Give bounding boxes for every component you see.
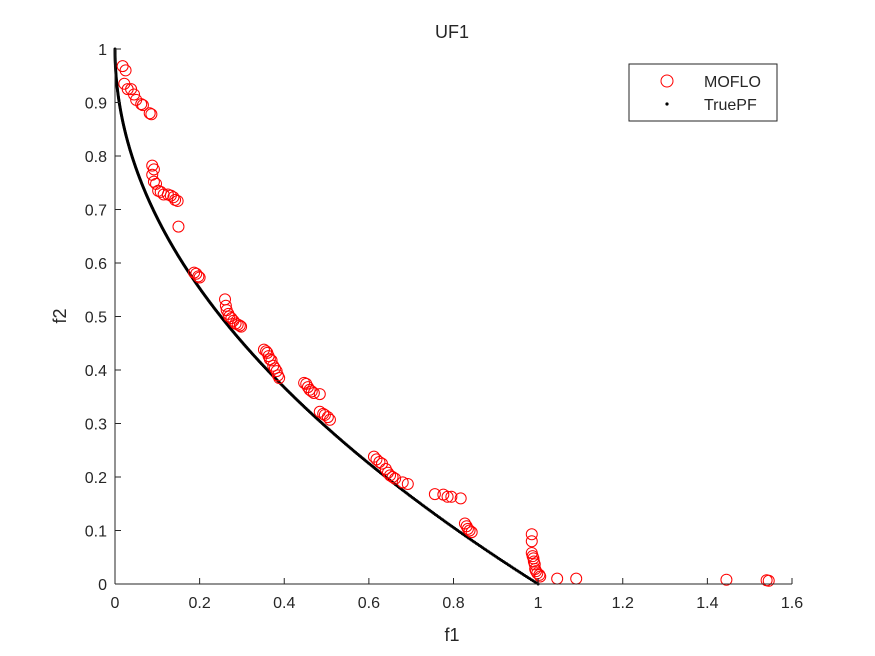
moflo-point: [381, 466, 394, 479]
moflo-point: [528, 558, 541, 571]
moflo-point: [401, 477, 414, 490]
y-tick-label: 1: [98, 42, 107, 59]
moflo-point: [273, 372, 286, 385]
moflo-point: [233, 319, 246, 332]
moflo-point: [147, 163, 160, 176]
x-tick-label: 0.2: [189, 595, 211, 612]
moflo-point: [525, 535, 538, 548]
moflo-point: [323, 413, 336, 426]
moflo-point: [465, 526, 478, 539]
x-tick-label: 0.8: [442, 595, 464, 612]
moflo-point: [193, 271, 206, 284]
moflo-point: [531, 567, 544, 580]
y-tick-label: 0.4: [85, 363, 107, 380]
x-axis-ticks: 0 0.2 0.4 0.6 0.8 1 1.2 1.4 1.6: [111, 578, 803, 612]
moflo-point: [389, 472, 402, 485]
moflo-point: [313, 388, 326, 401]
truepf-series: [113, 47, 540, 586]
legend-moflo-label: MOFLO: [704, 74, 761, 91]
plot-area: 0 0.2 0.4 0.6 0.8 1 1.2 1.4 1.6 0 0.1 0.2 0.3 0.4 0.5…: [85, 42, 803, 612]
moflo-point: [303, 383, 316, 396]
moflo-point: [135, 98, 148, 111]
moflo-point: [321, 411, 334, 424]
y-tick-label: 0.9: [85, 96, 107, 113]
y-axis-ticks: 0 0.1 0.2 0.3 0.4 0.5 0.6 0.7 0.8 0.9 1: [85, 42, 121, 594]
moflo-point: [128, 88, 141, 101]
moflo-point: [227, 314, 240, 327]
moflo-point: [231, 318, 244, 331]
chart-title: UF1: [435, 22, 469, 42]
moflo-series: [116, 60, 775, 587]
moflo-point: [145, 108, 158, 121]
moflo-point: [263, 353, 276, 366]
moflo-point: [454, 492, 467, 505]
legend-box: [628, 63, 778, 122]
moflo-point: [428, 488, 441, 501]
moflo-point: [223, 310, 236, 323]
moflo-point: [167, 191, 180, 204]
axes-box: [115, 49, 792, 584]
y-tick-label: 0.8: [85, 149, 107, 166]
moflo-point: [265, 354, 278, 367]
moflo-point: [171, 194, 184, 207]
x-tick-label: 1.6: [781, 595, 803, 612]
x-tick-label: 1: [534, 595, 543, 612]
moflo-point: [116, 60, 129, 73]
moflo-point: [386, 471, 399, 483]
x-tick-label: 0.6: [358, 595, 380, 612]
moflo-point: [307, 387, 320, 399]
y-tick-label: 0.3: [85, 417, 107, 434]
legend-truepf-label: TruePF: [704, 97, 757, 114]
x-tick-label: 1.2: [612, 595, 634, 612]
moflo-point: [190, 267, 203, 280]
legend-truepf-marker: [665, 102, 669, 106]
y-tick-label: 0.5: [85, 310, 107, 327]
y-axis-label: f2: [50, 308, 70, 323]
moflo-point: [525, 528, 538, 541]
moflo-point: [762, 574, 775, 587]
moflo-point: [219, 299, 232, 312]
moflo-point: [172, 220, 185, 233]
x-tick-label: 0.4: [273, 595, 295, 612]
moflo-point: [533, 568, 546, 581]
moflo-point: [235, 320, 248, 333]
x-tick-label: 1.4: [696, 595, 718, 612]
moflo-point: [157, 188, 170, 201]
y-tick-label: 0: [98, 577, 107, 594]
moflo-point: [257, 343, 270, 356]
moflo-point: [720, 573, 733, 586]
moflo-point: [461, 522, 474, 535]
moflo-point: [373, 456, 386, 469]
x-axis-label: f1: [444, 625, 459, 645]
moflo-point: [270, 365, 283, 378]
moflo-point: [396, 476, 409, 489]
x-tick-label: 0: [111, 595, 120, 612]
moflo-point: [136, 99, 149, 112]
y-tick-label: 0.2: [85, 470, 107, 487]
moflo-point: [305, 385, 318, 398]
y-tick-label: 0.1: [85, 524, 107, 541]
moflo-point: [534, 570, 547, 583]
moflo-point: [192, 270, 205, 283]
moflo-point: [119, 64, 132, 77]
moflo-point: [441, 490, 454, 503]
y-tick-label: 0.6: [85, 256, 107, 273]
moflo-point: [271, 369, 284, 382]
y-tick-label: 0.7: [85, 203, 107, 220]
moflo-point: [445, 490, 458, 503]
legend-moflo-marker: [660, 74, 674, 88]
moflo-point: [463, 524, 476, 537]
legend: MOFLO TruePF: [628, 63, 778, 122]
moflo-point: [143, 107, 156, 120]
